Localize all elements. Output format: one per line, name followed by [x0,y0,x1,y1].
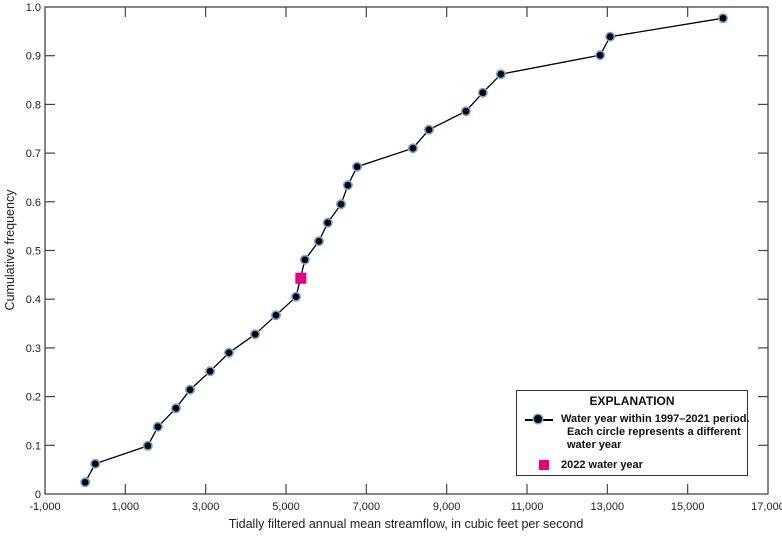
data-point [299,254,310,265]
data-point [250,329,261,340]
data-point [322,217,333,228]
data-point [595,50,606,61]
x-tick-label: 1,000 [112,501,140,513]
data-point [605,31,616,42]
x-tick-label: 9,000 [433,501,461,513]
data-point [460,106,471,117]
legend-item-line3: water year [567,439,622,451]
y-tick-label: 0 [35,489,41,501]
legend-item-label: Water year within 1997–2021 period. Each… [561,413,751,452]
data-series-points [80,13,729,488]
axis-ticks: -1,000 1,000 3,000 5,000 7,000 9,000 11,000 13,… [26,2,782,513]
x-tick-label: 5,000 [272,501,300,513]
legend-item-line1: Water year within 1997–2021 period. [561,413,750,425]
square-marker-icon [539,460,549,470]
data-point [477,87,488,98]
x-axis-title: Tidally filtered annual mean streamflow,… [229,517,584,531]
circle-marker-icon [534,415,542,423]
data-point [336,199,347,210]
data-point [718,13,729,24]
data-point [223,347,234,358]
x-tick-label: 15,000 [671,501,705,513]
y-tick-label: 0.2 [26,392,41,404]
x-tick-label: 11,000 [511,501,544,513]
legend-item-label: 2022 water year [561,459,643,471]
x-tick-label: -1,000 [29,501,60,513]
data-point-2022 [295,272,307,284]
data-point [270,310,281,321]
legend-item-line2: Each circle represents a different [567,426,741,438]
data-point [185,384,196,395]
legend-title: EXPLANATION [589,394,675,408]
data-point [342,180,353,191]
x-tick-label: 7,000 [353,501,381,513]
data-point [423,124,434,135]
y-tick-label: 0.3 [26,343,41,355]
data-point [80,477,91,488]
data-point [170,403,181,414]
legend: EXPLANATION Water year within 1997–2021 … [516,390,751,476]
highlight-2022-point [295,272,307,284]
data-point [142,440,153,451]
y-tick-label: 0.1 [26,440,41,452]
y-axis-title: Cumulative frequency [3,189,17,311]
x-tick-label: 17,000 [751,501,782,513]
x-tick-label: 3,000 [192,501,220,513]
y-tick-label: 0.6 [26,197,41,209]
y-tick-label: 0.5 [26,246,41,258]
y-tick-label: 0.4 [26,294,41,306]
data-point [90,458,101,469]
data-point [291,291,302,302]
y-tick-label: 1.0 [26,2,41,14]
y-tick-label: 0.7 [26,148,41,160]
x-tick-label: 13,000 [591,501,625,513]
y-tick-label: 0.9 [26,51,41,63]
data-point [205,366,216,377]
y-tick-label: 0.8 [26,99,41,111]
data-point [352,161,363,172]
data-point [313,236,324,247]
data-point [407,143,418,154]
data-point [495,69,506,80]
data-point [152,421,163,432]
